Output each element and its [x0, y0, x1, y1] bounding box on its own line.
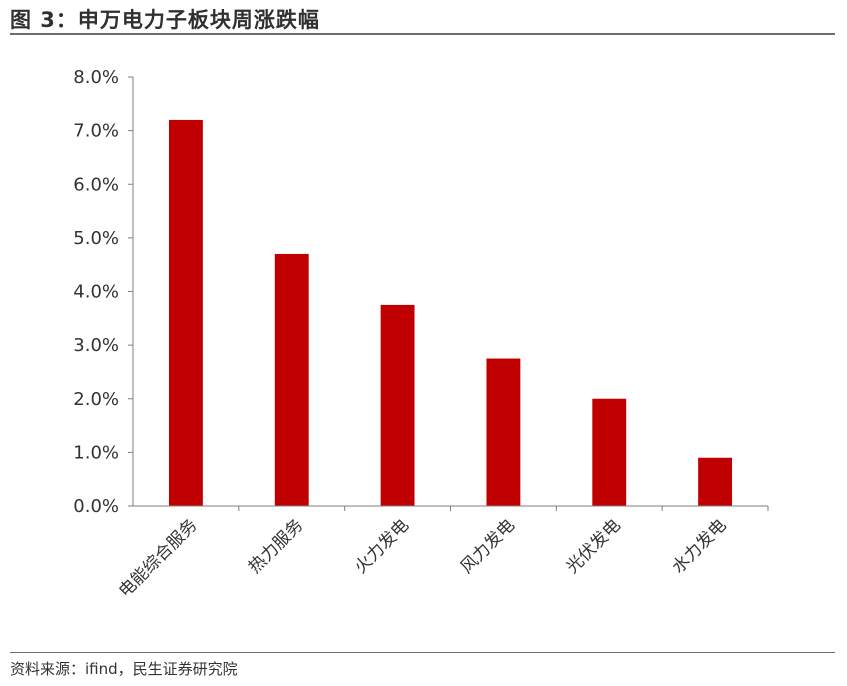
y-tick-label: 0.0% — [73, 496, 119, 517]
chart-title: 图 3：申万电力子板块周涨跌幅 — [10, 8, 320, 32]
x-tick-label: 水力发电 — [668, 515, 730, 577]
title-divider — [10, 33, 835, 35]
y-tick-label: 4.0% — [73, 282, 119, 303]
x-tick-label: 电能综合服务 — [115, 515, 201, 601]
x-tick-label: 风力发电 — [457, 515, 519, 577]
bars — [168, 119, 733, 507]
bar — [274, 253, 309, 506]
y-tick-label: 2.0% — [73, 389, 119, 410]
x-tick-label: 光伏发电 — [563, 515, 625, 577]
y-tick-label: 5.0% — [73, 228, 119, 249]
y-tick-label: 7.0% — [73, 121, 119, 142]
y-tick-label: 1.0% — [73, 442, 119, 463]
bar — [168, 119, 203, 507]
y-tick-label: 3.0% — [73, 335, 119, 356]
x-axis: 电能综合服务 热力服务 火力发电 风力发电 光伏发电 水力发电 — [115, 505, 769, 602]
y-tick-label: 6.0% — [73, 174, 119, 195]
y-tick-label: 8.0% — [73, 67, 119, 88]
source-note: 资料来源：ifind，民生证券研究院 — [10, 660, 238, 678]
bar — [698, 457, 733, 506]
footer-divider — [10, 652, 835, 653]
bar — [592, 398, 627, 506]
x-tick-label: 火力发电 — [351, 515, 413, 577]
y-axis: 0.0% 1.0% 2.0% 3.0% 4.0% 5.0% 6.0% 7.0% 8.0% — [73, 67, 134, 517]
bar — [380, 304, 415, 506]
bar-chart: 0.0% 1.0% 2.0% 3.0% 4.0% 5.0% 6.0% 7.0% 8.0% 电能综… — [73, 67, 769, 602]
bar — [486, 358, 521, 506]
x-tick-label: 热力服务 — [245, 515, 307, 577]
